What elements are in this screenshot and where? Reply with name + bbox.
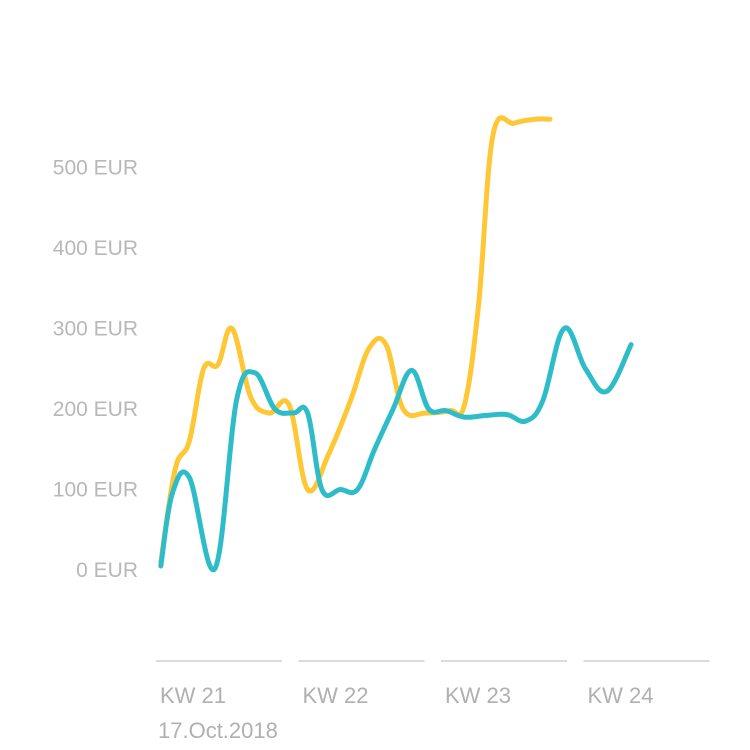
x-tick-label: KW 21 bbox=[160, 683, 226, 708]
series-layer bbox=[158, 115, 634, 573]
series-line-1 bbox=[158, 115, 553, 565]
x-tick-label: KW 24 bbox=[588, 683, 654, 708]
x-tick-label: KW 22 bbox=[303, 683, 369, 708]
series-line-2 bbox=[158, 325, 634, 573]
y-tick-label: 0 EUR bbox=[76, 559, 138, 582]
date-label: 17.Oct.2018 bbox=[158, 718, 278, 743]
y-tick-label: 300 EUR bbox=[53, 318, 138, 341]
x-axis: KW 21 KW 22 KW 23 KW 24 bbox=[156, 660, 710, 708]
y-axis: 0 EUR 100 EUR 200 EUR 300 EUR 400 EUR 500 EUR bbox=[53, 157, 138, 583]
y-tick-label: 400 EUR bbox=[53, 237, 138, 260]
y-tick-label: 500 EUR bbox=[53, 157, 138, 180]
x-tick-label: KW 23 bbox=[445, 683, 511, 708]
y-tick-label: 100 EUR bbox=[53, 479, 138, 502]
y-tick-label: 200 EUR bbox=[53, 398, 138, 421]
